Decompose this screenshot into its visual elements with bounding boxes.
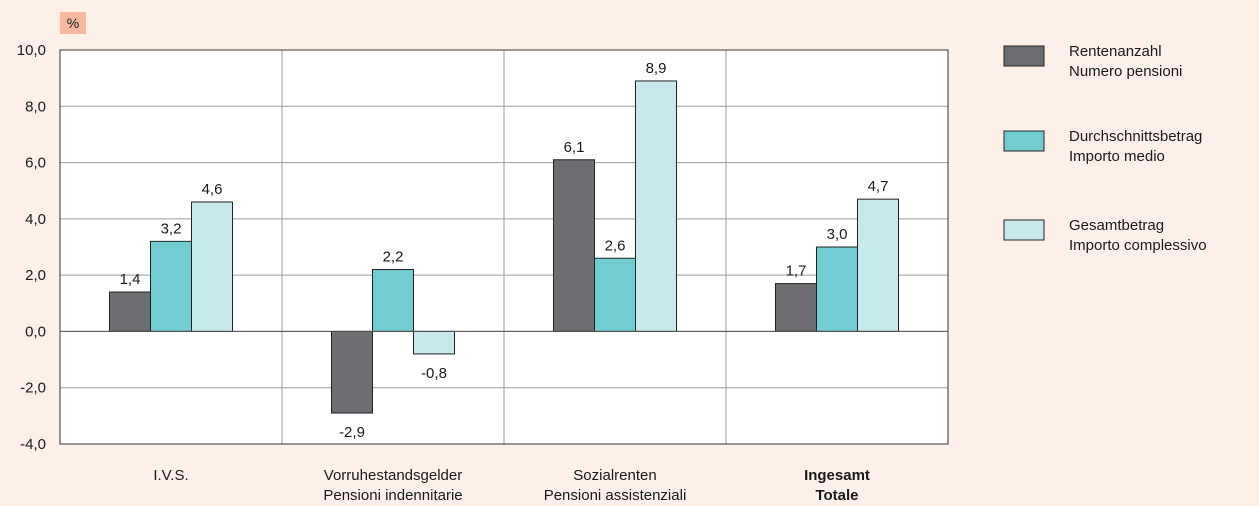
data-label: 8,9 <box>646 60 667 77</box>
y-tick-label: -2,0 <box>20 380 46 397</box>
legend-label-line1: Rentenanzahl <box>1069 43 1162 60</box>
legend-label-line2: Importo complessivo <box>1069 237 1207 254</box>
data-label: 6,1 <box>564 139 585 156</box>
x-category-label: I.V.S. <box>153 467 188 484</box>
data-label: 3,2 <box>161 220 182 237</box>
legend-label-line2: Importo medio <box>1069 148 1165 165</box>
legend-label-line1: Gesamtbetrag <box>1069 217 1164 234</box>
x-category-label: Vorruhestandsgelder <box>324 467 462 484</box>
bar <box>109 291 151 332</box>
unit-label: % <box>67 15 79 31</box>
legend-label-line2: Numero pensioni <box>1069 63 1182 80</box>
bar <box>331 330 373 414</box>
bar <box>191 201 233 332</box>
bar <box>816 246 858 332</box>
y-tick-label: 6,0 <box>25 155 46 172</box>
bar <box>413 330 455 355</box>
data-label: 3,0 <box>827 226 848 243</box>
data-label: 4,7 <box>868 178 889 195</box>
data-label: 4,6 <box>202 181 223 198</box>
x-category-label-line2: Pensioni indennitarie <box>323 487 462 504</box>
legend-label-line1: Durchschnittsbetrag <box>1069 128 1202 145</box>
y-tick-label: 10,0 <box>17 42 46 59</box>
bar <box>775 283 817 332</box>
bar <box>635 80 677 332</box>
y-tick-label: 0,0 <box>25 323 46 340</box>
data-label: 2,2 <box>383 249 404 266</box>
y-tick-label: 8,0 <box>25 98 46 115</box>
y-tick-label: -4,0 <box>20 436 46 453</box>
data-label: -0,8 <box>421 365 447 382</box>
x-category-label: Ingesamt <box>804 467 870 484</box>
data-label: 1,7 <box>786 263 807 280</box>
data-label: 2,6 <box>605 237 626 254</box>
bar <box>372 269 414 332</box>
bar <box>594 257 636 332</box>
y-tick-label: 4,0 <box>25 211 46 228</box>
x-category-label-line2: Pensioni assistenziali <box>544 487 687 504</box>
unit-badge <box>60 12 86 34</box>
data-label: 1,4 <box>120 271 141 288</box>
legend-swatch <box>1003 130 1045 152</box>
bar <box>857 198 899 332</box>
x-category-label-line2: Totale <box>815 487 858 504</box>
legend-swatch <box>1003 219 1045 241</box>
y-tick-label: 2,0 <box>25 267 46 284</box>
x-category-label: Sozialrenten <box>573 467 656 484</box>
legend-swatch <box>1003 45 1045 67</box>
plot-frame <box>59 49 949 445</box>
data-label: -2,9 <box>339 424 365 441</box>
bar <box>150 240 192 332</box>
bar <box>553 159 595 332</box>
